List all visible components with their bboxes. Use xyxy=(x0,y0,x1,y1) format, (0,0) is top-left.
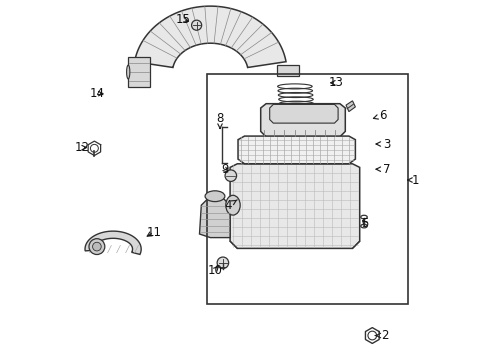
Polygon shape xyxy=(238,136,355,164)
Text: 12: 12 xyxy=(74,141,89,154)
Polygon shape xyxy=(199,198,230,238)
Text: 3: 3 xyxy=(375,138,389,150)
Circle shape xyxy=(89,239,104,255)
Polygon shape xyxy=(260,104,345,137)
Text: 15: 15 xyxy=(176,13,190,26)
Polygon shape xyxy=(269,104,337,123)
Polygon shape xyxy=(134,6,285,67)
Text: 13: 13 xyxy=(328,76,343,89)
Polygon shape xyxy=(230,164,359,248)
Ellipse shape xyxy=(126,65,130,79)
Polygon shape xyxy=(346,101,355,112)
Text: 7: 7 xyxy=(375,163,389,176)
Text: 14: 14 xyxy=(90,87,105,100)
Circle shape xyxy=(217,257,228,269)
Polygon shape xyxy=(128,57,149,87)
Text: 2: 2 xyxy=(375,329,388,342)
Text: 11: 11 xyxy=(146,226,161,239)
Text: 9: 9 xyxy=(221,163,228,176)
Bar xyxy=(206,74,407,304)
Circle shape xyxy=(92,242,101,251)
Text: 1: 1 xyxy=(407,174,418,186)
Ellipse shape xyxy=(204,191,224,202)
Text: 8: 8 xyxy=(216,112,223,129)
Circle shape xyxy=(191,20,201,30)
Text: 5: 5 xyxy=(361,217,368,230)
Polygon shape xyxy=(85,231,141,255)
Polygon shape xyxy=(276,65,298,76)
Circle shape xyxy=(224,170,236,181)
Text: 10: 10 xyxy=(207,264,222,276)
Text: 6: 6 xyxy=(373,109,386,122)
Text: 4: 4 xyxy=(224,199,237,212)
Ellipse shape xyxy=(225,195,240,215)
